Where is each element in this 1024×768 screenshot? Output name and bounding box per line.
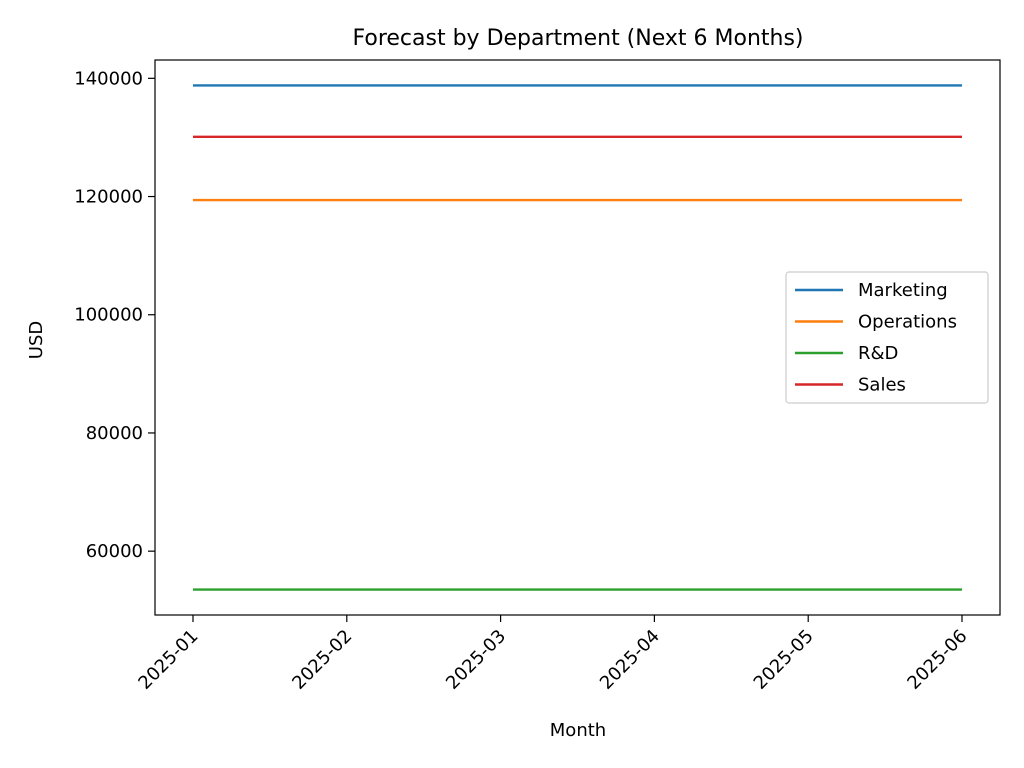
legend: Marketing Operations R&D Sales bbox=[785, 271, 989, 404]
legend-label-sales: Sales bbox=[858, 375, 906, 396]
legend-box bbox=[785, 271, 989, 404]
legend-label-marketing: Marketing bbox=[858, 280, 948, 301]
y-tick-label: 60000 bbox=[86, 541, 143, 562]
y-tick-label: 80000 bbox=[86, 423, 143, 444]
legend-label-r-d: R&D bbox=[858, 343, 898, 364]
y-tick-label: 140000 bbox=[74, 68, 143, 89]
y-axis-label: USD bbox=[26, 321, 47, 359]
plot-frame bbox=[154, 59, 1001, 616]
legend-label-operations: Operations bbox=[858, 312, 957, 333]
y-axis: 60000 80000 100000 120000 140000 bbox=[74, 68, 155, 562]
chart-title: Forecast by Department (Next 6 Months) bbox=[353, 26, 804, 51]
y-tick-label: 100000 bbox=[74, 305, 143, 326]
y-tick-label: 120000 bbox=[74, 187, 143, 208]
plot-area bbox=[193, 84, 962, 591]
x-axis-label: Month bbox=[550, 720, 606, 741]
